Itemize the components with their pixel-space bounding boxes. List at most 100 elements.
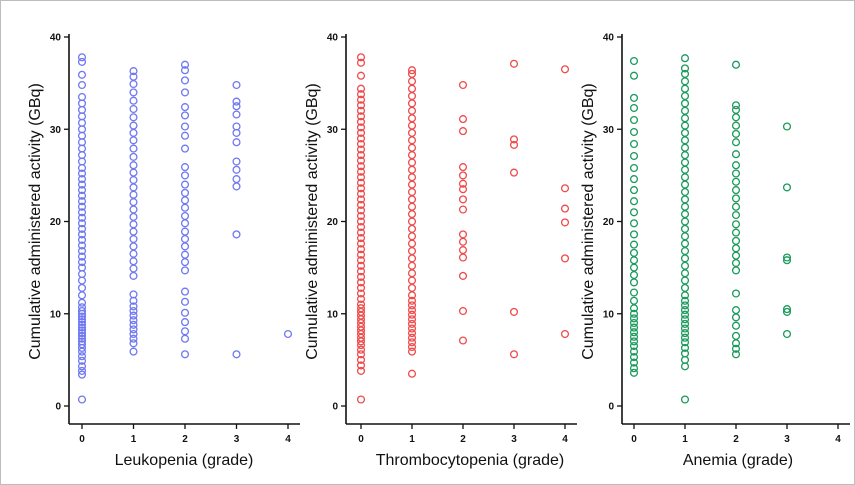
chart-panel-3: 0 10 20 30 40 0 1 2 3 4 Anemia (grade) Cumulative a… [580,33,850,469]
data-point [77,191,87,200]
y-tick-label: 20 [603,217,615,228]
data-point [407,114,417,123]
data-point [129,249,138,258]
data-point [77,202,87,211]
data-point [407,306,417,315]
data-point [731,177,741,186]
data-point [629,197,639,206]
data-point [629,353,639,362]
data-point [560,204,570,213]
data-point [180,180,190,189]
data-point [680,306,690,315]
data-point [356,139,366,149]
data-point [77,118,87,127]
y-tick-label: 30 [603,125,615,136]
data-point [458,185,468,194]
data-point [129,128,138,137]
data-point [77,53,87,62]
data-point [407,310,417,319]
data-point [77,92,87,102]
data-point [680,180,690,189]
data-point [680,121,690,130]
data-point [180,196,190,205]
data-point [680,246,690,256]
data-point [458,271,468,280]
data-point [232,175,241,184]
data-point [180,171,190,180]
data-point [560,65,570,74]
y-tick-label: 10 [603,309,615,320]
data-point [680,333,690,342]
data-point [356,217,366,226]
data-point [77,395,87,404]
data-point [356,189,366,198]
data-point [77,186,87,195]
data-point [232,230,241,239]
data-point [509,135,519,144]
data-point [509,350,519,359]
data-point [407,232,417,241]
data-point [731,105,741,114]
data-point [180,188,190,197]
data-point [129,96,138,105]
data-point [407,165,417,174]
data-point [731,60,741,69]
data-point [629,318,639,328]
data-point [356,156,366,165]
data-point [680,324,690,333]
data-point [407,342,417,352]
data-point [356,272,366,281]
data-point [407,246,417,256]
data-point [129,306,138,316]
data-point [407,136,417,145]
data-point [129,198,138,207]
data-point [356,53,366,62]
data-point [129,144,138,153]
data-point [232,122,241,131]
data-point [731,244,741,253]
data-point [356,267,366,276]
data-point [77,258,87,267]
data-point [407,283,417,292]
data-point [356,300,366,309]
x-axis-title: Anemia (grade) [683,452,793,469]
data-point [629,323,639,332]
data-point [129,121,138,130]
y-axis-title: Cumulative administered activity (GBq) [304,83,321,360]
data-point [731,344,741,353]
data-point [782,305,792,314]
data-point [680,269,690,278]
data-point [731,321,741,330]
data-point [180,111,190,120]
data-point [356,173,366,182]
data-point [77,208,87,217]
x-tick-label: 1 [682,434,688,445]
data-point [356,261,366,270]
y-tick-label: 20 [327,217,339,228]
data-point [629,127,639,137]
data-point [680,301,690,310]
data-point [629,71,639,80]
data-point [407,319,417,328]
data-point [680,210,690,219]
data-point [180,350,190,359]
data-point [180,327,190,336]
data-point [629,230,639,239]
data-point [407,195,417,204]
data-point [731,228,741,237]
data-point [356,184,366,193]
data-point [680,329,690,338]
data-point [232,110,241,119]
data-point [458,163,468,172]
data-point [680,114,690,123]
data-point [77,334,87,343]
x-tick-label: 0 [358,434,364,445]
data-point [129,302,138,311]
data-point [356,366,366,375]
data-point [129,212,138,221]
data-point [629,208,639,217]
data-point [77,241,87,250]
data-point [180,131,190,140]
data-point [129,183,138,192]
